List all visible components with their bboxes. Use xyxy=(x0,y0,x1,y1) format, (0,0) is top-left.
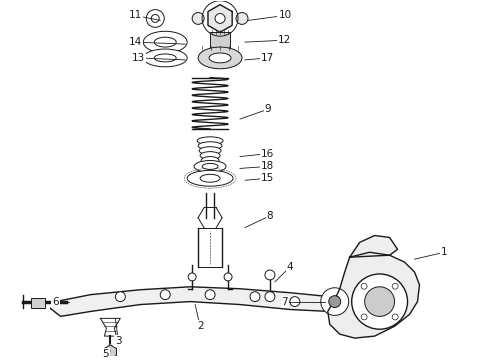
Ellipse shape xyxy=(199,147,221,154)
Ellipse shape xyxy=(202,163,218,170)
Text: 4: 4 xyxy=(287,262,293,272)
Polygon shape xyxy=(100,318,121,336)
Circle shape xyxy=(236,13,248,24)
Text: 14: 14 xyxy=(129,37,142,47)
Circle shape xyxy=(115,292,125,302)
Circle shape xyxy=(250,292,260,302)
Text: 16: 16 xyxy=(261,149,274,159)
Ellipse shape xyxy=(200,174,220,182)
Circle shape xyxy=(215,14,225,23)
Bar xyxy=(210,32,230,48)
Circle shape xyxy=(290,297,300,306)
Text: 1: 1 xyxy=(441,247,448,257)
Polygon shape xyxy=(350,235,397,257)
Circle shape xyxy=(265,270,275,280)
Text: 3: 3 xyxy=(115,336,122,346)
Circle shape xyxy=(365,287,394,316)
Text: 5: 5 xyxy=(102,349,109,359)
Ellipse shape xyxy=(201,157,219,165)
Ellipse shape xyxy=(154,54,176,62)
Circle shape xyxy=(392,283,398,289)
Circle shape xyxy=(147,10,164,27)
Text: 9: 9 xyxy=(265,104,271,114)
Ellipse shape xyxy=(209,53,231,63)
Text: 10: 10 xyxy=(278,10,292,21)
Ellipse shape xyxy=(198,142,222,150)
Text: 6: 6 xyxy=(52,297,59,307)
Circle shape xyxy=(392,314,398,320)
Circle shape xyxy=(361,314,367,320)
Text: 2: 2 xyxy=(197,321,203,331)
Circle shape xyxy=(321,288,349,315)
Ellipse shape xyxy=(200,152,220,159)
Ellipse shape xyxy=(197,137,223,145)
Circle shape xyxy=(224,273,232,281)
Text: 12: 12 xyxy=(278,35,292,45)
Circle shape xyxy=(329,296,341,307)
Text: 13: 13 xyxy=(132,53,145,63)
Ellipse shape xyxy=(143,31,187,53)
Ellipse shape xyxy=(194,161,226,172)
Ellipse shape xyxy=(154,37,176,47)
Ellipse shape xyxy=(187,170,233,186)
Ellipse shape xyxy=(143,49,187,67)
Text: 18: 18 xyxy=(261,161,274,171)
Circle shape xyxy=(265,292,275,302)
Ellipse shape xyxy=(198,47,242,69)
Text: 8: 8 xyxy=(267,211,273,221)
Text: 15: 15 xyxy=(261,173,274,183)
Text: 11: 11 xyxy=(129,10,142,21)
Text: 7: 7 xyxy=(282,297,288,307)
Circle shape xyxy=(205,290,215,300)
Circle shape xyxy=(160,290,170,300)
Circle shape xyxy=(188,273,196,281)
Polygon shape xyxy=(50,287,335,316)
Circle shape xyxy=(192,13,204,24)
Polygon shape xyxy=(208,5,232,32)
Polygon shape xyxy=(328,252,419,338)
Polygon shape xyxy=(104,345,117,359)
Circle shape xyxy=(352,274,408,329)
Text: 17: 17 xyxy=(261,53,274,63)
Circle shape xyxy=(361,283,367,289)
Bar xyxy=(30,298,45,307)
Circle shape xyxy=(151,14,159,22)
